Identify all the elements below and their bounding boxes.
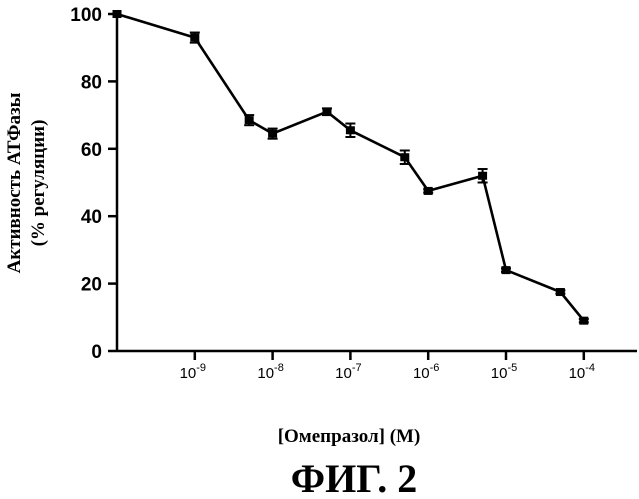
x-tick-label: 10-8 bbox=[257, 362, 283, 382]
data-point-marker bbox=[190, 34, 199, 42]
data-series bbox=[113, 10, 589, 325]
data-point-marker bbox=[400, 153, 409, 161]
x-tick-exponent: -6 bbox=[430, 362, 440, 374]
y-tick-label: 100 bbox=[70, 5, 102, 26]
x-tick-label: 10-5 bbox=[491, 362, 517, 382]
x-tick-base: 10 bbox=[413, 365, 430, 382]
data-point-marker bbox=[245, 116, 254, 124]
x-tick-exponent: -5 bbox=[507, 362, 517, 374]
x-ticks: 10-910-810-710-610-510-4 bbox=[180, 351, 595, 382]
x-tick-exponent: -7 bbox=[352, 362, 362, 374]
y-ticks: 0 20 40 60 80 100 bbox=[70, 5, 117, 363]
x-tick-base: 10 bbox=[335, 365, 352, 382]
x-tick-label: 10-4 bbox=[569, 362, 595, 382]
data-point-marker bbox=[579, 317, 588, 325]
data-point-marker bbox=[478, 172, 487, 180]
x-tick-label: 10-7 bbox=[335, 362, 361, 382]
data-point-marker bbox=[556, 288, 565, 296]
figure-caption: ФИГ. 2 bbox=[291, 456, 417, 499]
y-tick-label: 40 bbox=[81, 207, 102, 228]
y-tick-label: 0 bbox=[91, 342, 102, 363]
data-point-marker bbox=[322, 108, 331, 116]
x-tick-exponent: -9 bbox=[196, 362, 206, 374]
data-point-marker bbox=[113, 10, 122, 18]
data-point-marker bbox=[346, 126, 355, 134]
x-tick-label: 10-6 bbox=[413, 362, 439, 382]
x-axis-title: [Омепразол] (М) bbox=[278, 426, 421, 447]
data-point-marker bbox=[268, 130, 277, 138]
series-line bbox=[117, 14, 584, 321]
data-point-marker bbox=[424, 187, 433, 195]
y-axis-title-line1: Активность АТФазы bbox=[4, 92, 25, 273]
y-tick-label: 80 bbox=[81, 72, 102, 93]
y-tick-label: 20 bbox=[81, 275, 102, 296]
x-tick-base: 10 bbox=[257, 365, 274, 382]
y-axis-title-line2: (% регуляции) bbox=[28, 120, 49, 247]
x-tick-exponent: -4 bbox=[585, 362, 595, 374]
x-tick-exponent: -8 bbox=[274, 362, 284, 374]
x-tick-base: 10 bbox=[491, 365, 508, 382]
data-point-marker bbox=[502, 266, 511, 274]
x-tick-base: 10 bbox=[180, 365, 197, 382]
x-tick-label: 10-9 bbox=[180, 362, 206, 382]
x-tick-base: 10 bbox=[569, 365, 586, 382]
y-tick-label: 60 bbox=[81, 140, 102, 161]
